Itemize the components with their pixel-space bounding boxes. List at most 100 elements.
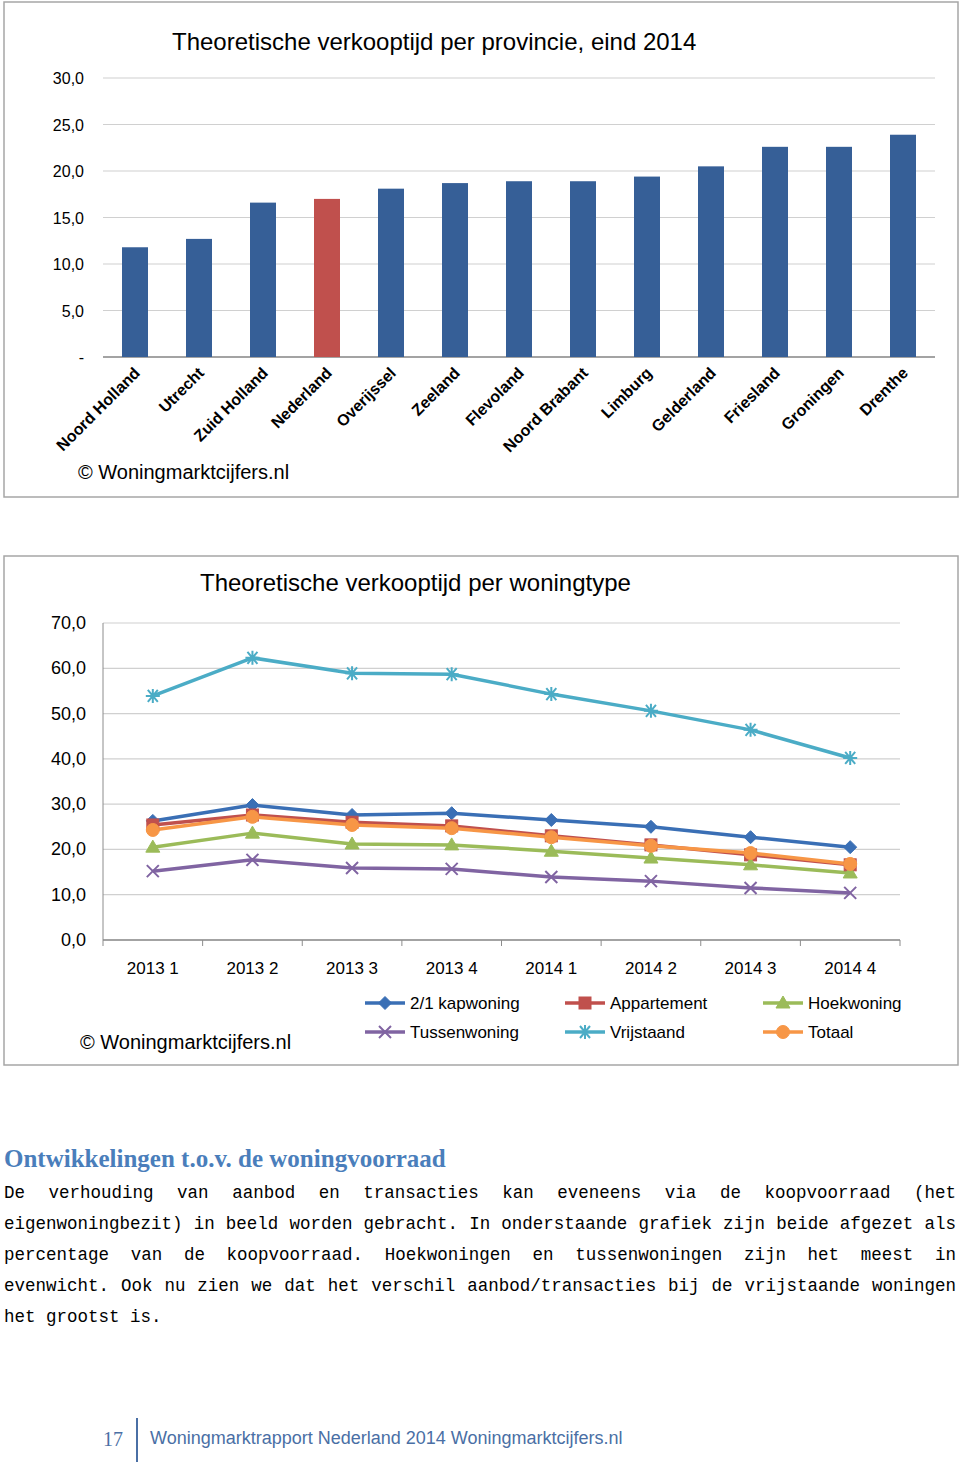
marker-star bbox=[345, 666, 359, 680]
x-tick-label: 2014 3 bbox=[725, 959, 777, 978]
x-tick-label: Overijssel bbox=[333, 364, 399, 430]
marker-star bbox=[578, 1025, 592, 1039]
marker-diamond bbox=[545, 813, 558, 826]
y-tick-label: 5,0 bbox=[62, 303, 84, 320]
data-group bbox=[122, 135, 916, 357]
x-tick bbox=[202, 940, 203, 946]
y-tick-label: 60,0 bbox=[51, 658, 86, 678]
chart-frame bbox=[4, 556, 958, 1065]
legend-label: Tussenwoning bbox=[410, 1023, 519, 1042]
marker-circle bbox=[777, 1026, 790, 1039]
y-tick-label: 40,0 bbox=[51, 749, 86, 769]
bar bbox=[698, 166, 724, 357]
marker-circle bbox=[844, 857, 857, 870]
marker-star bbox=[644, 704, 658, 718]
marker-square bbox=[579, 997, 591, 1009]
charts-canvas: Theoretische verkooptijd per provincie, … bbox=[0, 0, 960, 1464]
x-tick bbox=[800, 940, 801, 946]
x-tick-label: 2013 4 bbox=[426, 959, 478, 978]
footer-divider bbox=[136, 1418, 138, 1462]
chart-line: Theoretische verkooptijd per woningtype ©… bbox=[4, 556, 958, 1065]
x-tick bbox=[401, 940, 402, 946]
marker-x bbox=[745, 882, 757, 894]
x-tick bbox=[501, 940, 502, 946]
y-tick-label: 70,0 bbox=[51, 613, 86, 633]
y-tick-label: 15,0 bbox=[53, 210, 84, 227]
y-tick-label: 0,0 bbox=[61, 930, 86, 950]
x-tick-label: Utrecht bbox=[155, 364, 207, 416]
legend-label: Appartement bbox=[610, 994, 708, 1013]
chart-title: Theoretische verkooptijd per provincie, … bbox=[172, 28, 696, 55]
marker-diamond bbox=[844, 841, 857, 854]
marker-star bbox=[744, 723, 758, 737]
marker-star bbox=[146, 689, 160, 703]
marker-x bbox=[545, 871, 557, 883]
grid-line bbox=[103, 622, 900, 623]
marker-circle bbox=[445, 822, 458, 835]
marker-circle bbox=[744, 847, 757, 860]
x-tick-label: 2014 2 bbox=[625, 959, 677, 978]
bar bbox=[826, 147, 852, 357]
marker-x bbox=[246, 854, 258, 866]
bar bbox=[314, 199, 340, 357]
legend: 2/1 kapwoning Appartement Hoekwoning Tussen… bbox=[365, 994, 902, 1042]
marker-x bbox=[379, 1026, 391, 1038]
grid-line bbox=[103, 124, 935, 125]
x-tick bbox=[900, 940, 901, 946]
marker-triangle bbox=[544, 844, 558, 856]
x-tick bbox=[601, 940, 602, 946]
marker-x bbox=[147, 865, 159, 877]
x-tick-label: Groningen bbox=[778, 364, 847, 433]
x-tick-label: Noord Brabant bbox=[500, 364, 592, 456]
bar bbox=[186, 239, 212, 357]
marker-star bbox=[544, 687, 558, 701]
bar bbox=[570, 181, 596, 357]
x-tick bbox=[700, 940, 701, 946]
x-tick-label: Gelderland bbox=[648, 364, 719, 435]
chart-title: Theoretische verkooptijd per woningtype bbox=[200, 569, 631, 596]
chart-bar: Theoretische verkooptijd per provincie, … bbox=[4, 2, 958, 497]
section-heading: Ontwikkelingen t.o.v. de woningvoorraad bbox=[4, 1145, 956, 1173]
x-tick-label: 2013 1 bbox=[127, 959, 179, 978]
marker-circle bbox=[545, 831, 558, 844]
marker-x bbox=[346, 862, 358, 874]
x-tick-label: 2014 4 bbox=[824, 959, 876, 978]
series-line bbox=[153, 658, 850, 758]
series-line bbox=[153, 817, 850, 864]
marker-triangle bbox=[445, 838, 459, 850]
bar bbox=[890, 135, 916, 357]
chart-frame bbox=[4, 2, 958, 497]
marker-circle bbox=[644, 839, 657, 852]
marker-star bbox=[843, 751, 857, 765]
series-line bbox=[153, 815, 850, 865]
x-tick-label: Zeeland bbox=[408, 364, 463, 419]
x-tick-label: Noord Holland bbox=[53, 364, 143, 454]
legend-label: Hoekwoning bbox=[808, 994, 902, 1013]
x-tick-label: Flevoland bbox=[462, 364, 527, 429]
y-axis-line bbox=[103, 623, 104, 940]
bar bbox=[506, 181, 532, 357]
copyright-note: © Woningmarktcijfers.nl bbox=[80, 1031, 291, 1053]
footer: 17 Woningmarktrapport Nederland 2014 Woni… bbox=[103, 1418, 623, 1462]
marker-star bbox=[245, 651, 259, 665]
y-tick-label: 20,0 bbox=[51, 839, 86, 859]
x-tick-label: Drenthe bbox=[856, 364, 911, 419]
page-number: 17 bbox=[103, 1428, 123, 1450]
grid-line bbox=[103, 170, 935, 171]
legend-label: 2/1 kapwoning bbox=[410, 994, 520, 1013]
y-tick-label: 30,0 bbox=[51, 794, 86, 814]
footer-text: Woningmarktrapport Nederland 2014 Woning… bbox=[150, 1428, 623, 1448]
y-tick-label: 25,0 bbox=[53, 117, 84, 134]
y-tick-label: 30,0 bbox=[53, 70, 84, 87]
grid-line bbox=[103, 804, 900, 805]
copyright-note: © Woningmarktcijfers.nl bbox=[78, 461, 289, 483]
bar bbox=[250, 203, 276, 357]
legend-label: Totaal bbox=[808, 1023, 853, 1042]
marker-x bbox=[446, 863, 458, 875]
x-tick-label: 2013 2 bbox=[226, 959, 278, 978]
y-tick-label: 10,0 bbox=[53, 256, 84, 273]
legend-label: Vrijstaand bbox=[610, 1023, 685, 1042]
x-tick-label: Friesland bbox=[721, 364, 783, 426]
x-tick-label: 2013 3 bbox=[326, 959, 378, 978]
marker-circle bbox=[346, 818, 359, 831]
